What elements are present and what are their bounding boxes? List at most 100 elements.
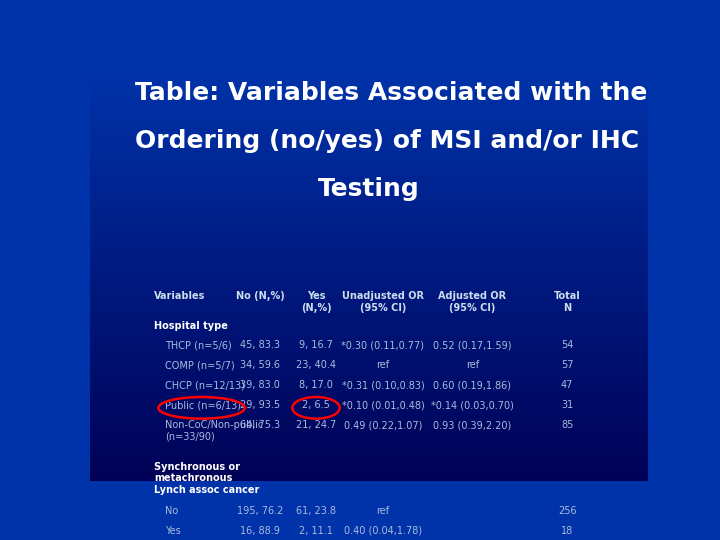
Bar xyxy=(90,65,648,69)
Bar xyxy=(90,327,648,331)
Text: 8, 17.0: 8, 17.0 xyxy=(299,380,333,390)
Bar xyxy=(90,319,648,322)
Bar xyxy=(90,131,648,136)
Bar xyxy=(90,397,648,402)
Bar xyxy=(90,227,648,231)
Text: *0.31 (0.10,0.83): *0.31 (0.10,0.83) xyxy=(341,380,424,390)
Text: 21, 24.7: 21, 24.7 xyxy=(296,420,336,430)
Bar xyxy=(90,281,648,285)
Bar xyxy=(90,239,648,244)
Text: ref: ref xyxy=(377,360,390,370)
Bar xyxy=(90,268,648,273)
Text: Table: Variables Associated with the: Table: Variables Associated with the xyxy=(135,82,647,105)
Text: 195, 76.2: 195, 76.2 xyxy=(237,505,284,516)
Text: Total
N: Total N xyxy=(554,292,580,313)
Bar xyxy=(90,472,648,476)
Bar xyxy=(90,302,648,306)
Text: 9, 16.7: 9, 16.7 xyxy=(299,341,333,350)
Bar xyxy=(90,148,648,152)
Text: 0.49 (0.22,1.07): 0.49 (0.22,1.07) xyxy=(343,420,422,430)
Bar xyxy=(90,160,648,165)
Bar xyxy=(90,314,648,319)
Text: No: No xyxy=(166,505,179,516)
Text: Unadjusted OR
(95% CI): Unadjusted OR (95% CI) xyxy=(342,292,424,313)
Bar xyxy=(90,190,648,194)
Bar xyxy=(90,244,648,248)
Bar xyxy=(90,339,648,343)
Bar xyxy=(90,256,648,260)
Bar xyxy=(90,352,648,356)
Bar xyxy=(90,468,648,472)
Bar xyxy=(90,265,648,268)
Bar xyxy=(90,435,648,439)
Bar xyxy=(90,198,648,202)
Text: ref: ref xyxy=(377,505,390,516)
Bar xyxy=(90,206,648,210)
Text: Ordering (no/yes) of MSI and/or IHC: Ordering (no/yes) of MSI and/or IHC xyxy=(135,129,639,153)
Bar xyxy=(90,260,648,265)
Text: 85: 85 xyxy=(561,420,573,430)
Text: 256: 256 xyxy=(558,505,577,516)
Bar xyxy=(90,82,648,85)
Bar xyxy=(90,248,648,252)
Text: Synchronous or
metachronous
Lynch assoc cancer: Synchronous or metachronous Lynch assoc … xyxy=(154,462,259,495)
Text: 18: 18 xyxy=(561,525,573,536)
Bar xyxy=(90,406,648,410)
Bar xyxy=(90,306,648,310)
Bar xyxy=(90,273,648,277)
Bar xyxy=(90,156,648,160)
Bar xyxy=(90,73,648,77)
Bar xyxy=(90,298,648,302)
Text: 34, 59.6: 34, 59.6 xyxy=(240,360,280,370)
Bar xyxy=(90,214,648,219)
Bar xyxy=(90,285,648,289)
Bar xyxy=(90,219,648,223)
Bar xyxy=(90,223,648,227)
Text: ref: ref xyxy=(466,360,479,370)
Text: Non-CoC/Non-public
(n=33/90): Non-CoC/Non-public (n=33/90) xyxy=(166,420,264,442)
Bar xyxy=(90,451,648,456)
Bar xyxy=(90,377,648,381)
Text: 23, 40.4: 23, 40.4 xyxy=(296,360,336,370)
Bar xyxy=(90,123,648,127)
Bar xyxy=(90,185,648,190)
Text: 2, 6.5: 2, 6.5 xyxy=(302,400,330,410)
Text: Variables: Variables xyxy=(154,292,205,301)
Bar xyxy=(90,464,648,468)
Bar xyxy=(90,181,648,185)
Bar xyxy=(90,439,648,443)
Text: COMP (n=5/7): COMP (n=5/7) xyxy=(166,360,235,370)
Bar xyxy=(90,356,648,360)
Bar xyxy=(90,360,648,364)
Bar xyxy=(90,427,648,431)
Bar xyxy=(90,136,648,140)
Bar xyxy=(90,152,648,156)
Text: No (N,%): No (N,%) xyxy=(236,292,284,301)
Text: Hospital type: Hospital type xyxy=(154,321,228,330)
Bar xyxy=(90,252,648,256)
Text: 31: 31 xyxy=(561,400,573,410)
Bar xyxy=(90,393,648,397)
Text: 64, 75.3: 64, 75.3 xyxy=(240,420,280,430)
Text: 45, 83.3: 45, 83.3 xyxy=(240,341,280,350)
Bar xyxy=(90,194,648,198)
Text: *0.10 (0.01,0.48): *0.10 (0.01,0.48) xyxy=(341,400,424,410)
Text: 47: 47 xyxy=(561,380,573,390)
Text: THCP (n=5/6): THCP (n=5/6) xyxy=(166,341,232,350)
Bar xyxy=(90,119,648,123)
Bar xyxy=(90,168,648,173)
Bar xyxy=(90,106,648,111)
Text: 61, 23.8: 61, 23.8 xyxy=(296,505,336,516)
Text: Yes: Yes xyxy=(166,525,181,536)
Text: 0.60 (0.19,1.86): 0.60 (0.19,1.86) xyxy=(433,380,511,390)
Bar xyxy=(90,460,648,464)
Bar xyxy=(90,410,648,414)
Bar xyxy=(90,422,648,427)
Text: Adjusted OR
(95% CI): Adjusted OR (95% CI) xyxy=(438,292,506,313)
Bar xyxy=(90,90,648,94)
Bar xyxy=(90,331,648,335)
Bar xyxy=(90,77,648,82)
Bar xyxy=(90,289,648,294)
Bar xyxy=(90,381,648,385)
Text: CHCP (n=12/13): CHCP (n=12/13) xyxy=(166,380,246,390)
